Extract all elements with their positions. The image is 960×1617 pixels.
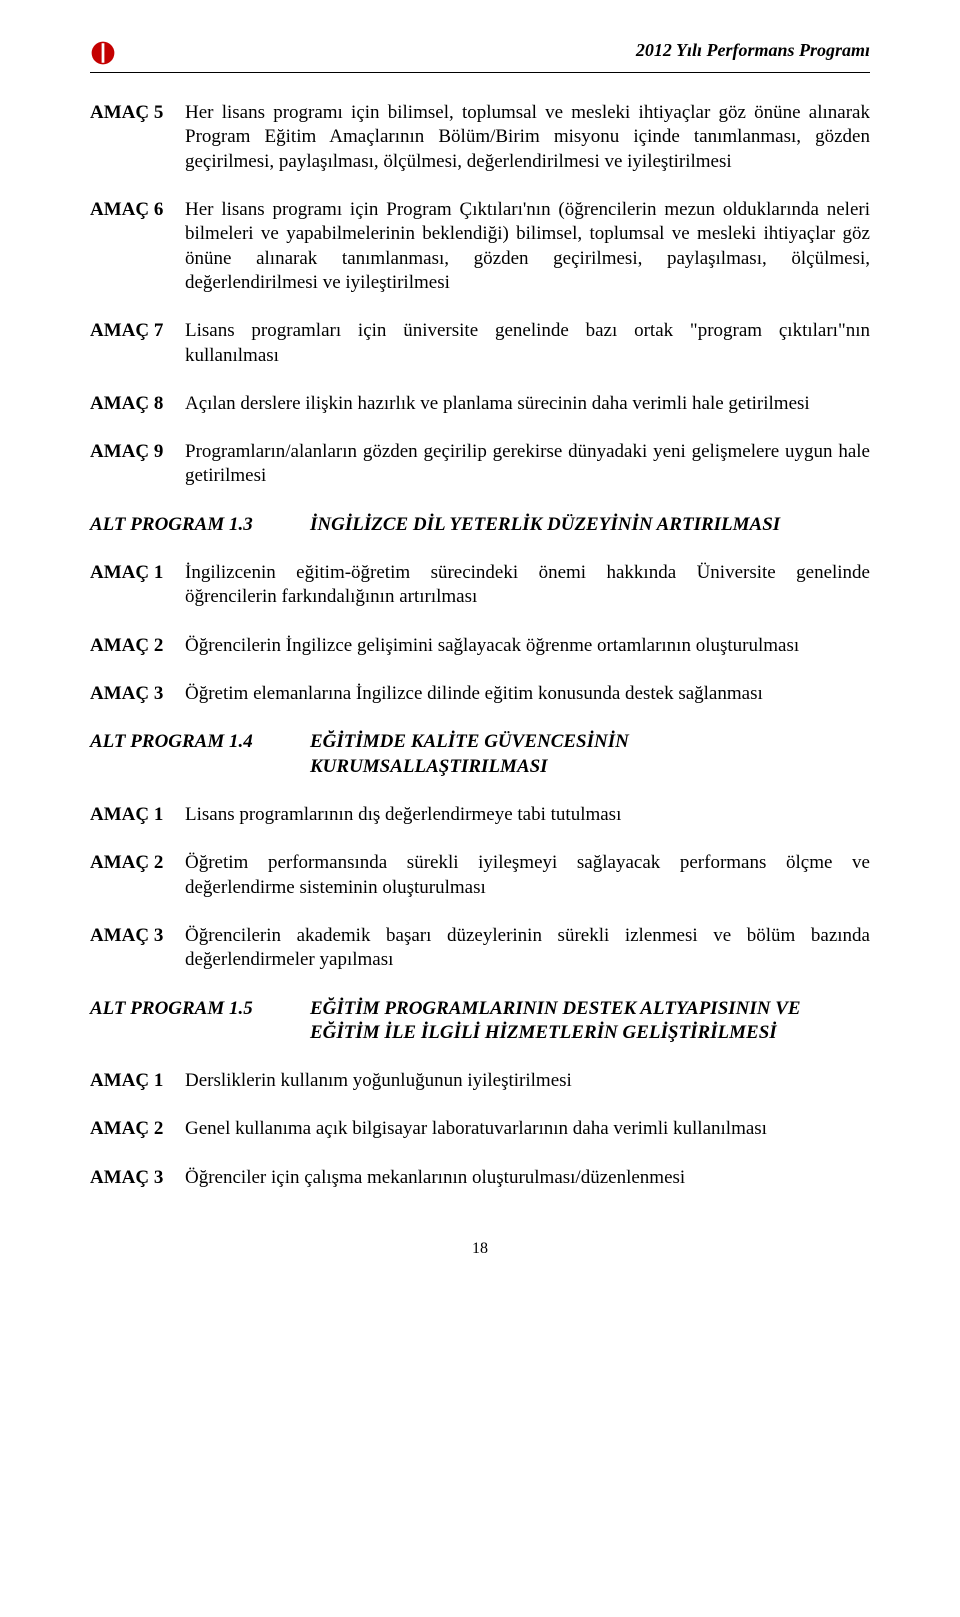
amac-text: Öğretim elemanlarına İngilizce dilinde e… [185,682,870,706]
alt-program-heading: ALT PROGRAM 1.3 İNGİLİZCE DİL YETERLİK D… [90,513,870,537]
amac-text: Lisans programlarının dış değerlendirmey… [185,803,870,827]
amac-text: Öğrencilerin İngilizce gelişimini sağlay… [185,634,870,658]
amac-item: AMAÇ 2 Öğrencilerin İngilizce gelişimini… [90,634,870,658]
amac-text: Her lisans programı için bilimsel, toplu… [185,101,870,174]
amac-item: AMAÇ 3 Öğrencilerin akademik başarı düze… [90,924,870,973]
page-number: 18 [90,1240,870,1258]
amac-label: AMAÇ 3 [90,924,185,973]
alt-program-title: İNGİLİZCE DİL YETERLİK DÜZEYİNİN ARTIRIL… [310,513,870,537]
amac-text: Her lisans programı için Program Çıktıla… [185,198,870,295]
amac-item: AMAÇ 8 Açılan derslere ilişkin hazırlık … [90,392,870,416]
amac-item: AMAÇ 5 Her lisans programı için bilimsel… [90,101,870,174]
alt-program-label: ALT PROGRAM 1.3 [90,513,310,537]
amac-item: AMAÇ 2 Genel kullanıma açık bilgisayar l… [90,1117,870,1141]
alt-program-heading: ALT PROGRAM 1.4 EĞİTİMDE KALİTE GÜVENCES… [90,730,870,779]
alt-program-label: ALT PROGRAM 1.4 [90,730,310,779]
amac-text: Öğrenciler için çalışma mekanlarının olu… [185,1166,870,1190]
amac-item: AMAÇ 1 Dersliklerin kullanım yoğunluğunu… [90,1069,870,1093]
amac-item: AMAÇ 3 Öğretim elemanlarına İngilizce di… [90,682,870,706]
amac-label: AMAÇ 3 [90,1166,185,1190]
amac-label: AMAÇ 3 [90,682,185,706]
amac-label: AMAÇ 5 [90,101,185,174]
amac-label: AMAÇ 6 [90,198,185,295]
alt-program-title: EĞİTİMDE KALİTE GÜVENCESİNİN KURUMSALLAŞ… [310,730,870,779]
amac-item: AMAÇ 3 Öğrenciler için çalışma mekanları… [90,1166,870,1190]
alt-program-label: ALT PROGRAM 1.5 [90,997,310,1046]
amac-label: AMAÇ 8 [90,392,185,416]
amac-label: AMAÇ 1 [90,803,185,827]
amac-item: AMAÇ 6 Her lisans programı için Program … [90,198,870,295]
amac-text: İngilizcenin eğitim-öğretim sürecindeki … [185,561,870,610]
amac-label: AMAÇ 1 [90,561,185,610]
amac-label: AMAÇ 1 [90,1069,185,1093]
amac-item: AMAÇ 9 Programların/alanların gözden geç… [90,440,870,489]
amac-text: Açılan derslere ilişkin hazırlık ve plan… [185,392,870,416]
amac-label: AMAÇ 2 [90,634,185,658]
amac-label: AMAÇ 2 [90,1117,185,1141]
amac-item: AMAÇ 2 Öğretim performansında sürekli iy… [90,851,870,900]
amac-text: Genel kullanıma açık bilgisayar laboratu… [185,1117,870,1141]
page-header: 2012 Yılı Performans Programı [90,40,870,66]
alt-program-title: EĞİTİM PROGRAMLARININ DESTEK ALTYAPISINI… [310,997,870,1046]
alt-program-heading: ALT PROGRAM 1.5 EĞİTİM PROGRAMLARININ DE… [90,997,870,1046]
amac-text: Öğretim performansında sürekli iyileşmey… [185,851,870,900]
amac-item: AMAÇ 1 Lisans programlarının dış değerle… [90,803,870,827]
amac-text: Lisans programları için üniversite genel… [185,319,870,368]
amac-item: AMAÇ 1 İngilizcenin eğitim-öğretim sürec… [90,561,870,610]
amac-label: AMAÇ 7 [90,319,185,368]
header-title: 2012 Yılı Performans Programı [636,40,870,61]
amac-text: Dersliklerin kullanım yoğunluğunun iyile… [185,1069,870,1093]
amac-text: Öğrencilerin akademik başarı düzeylerini… [185,924,870,973]
amac-text: Programların/alanların gözden geçirilip … [185,440,870,489]
amac-label: AMAÇ 2 [90,851,185,900]
logo-icon [90,40,116,66]
amac-item: AMAÇ 7 Lisans programları için üniversit… [90,319,870,368]
header-rule [90,72,870,73]
amac-label: AMAÇ 9 [90,440,185,489]
